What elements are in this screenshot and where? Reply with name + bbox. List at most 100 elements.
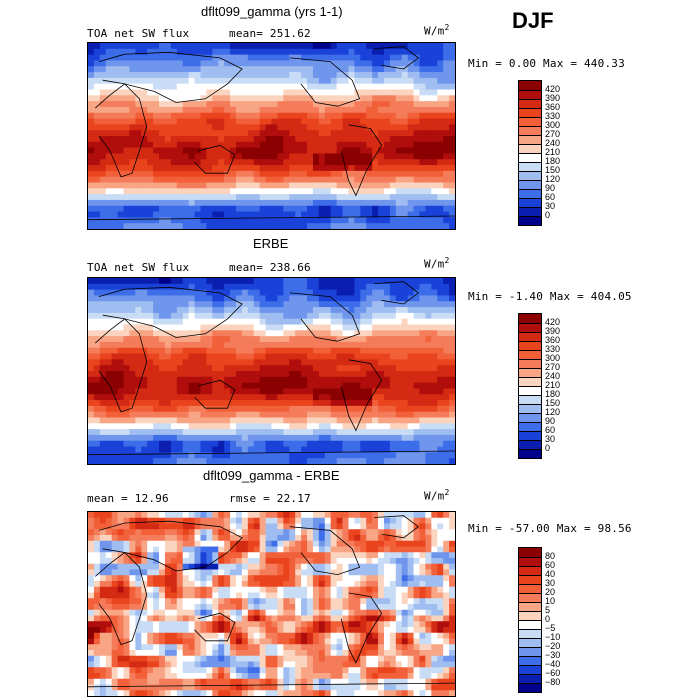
map-cell [188,400,196,407]
map-cell [93,452,101,459]
map-cell [170,434,178,442]
map-cell [247,529,255,536]
map-cell [283,517,290,525]
map-cell [378,341,385,349]
map-cell [241,371,249,378]
map-cell [153,205,160,213]
map-cell [88,341,95,349]
map-cell [283,295,290,302]
map-cell [295,54,302,62]
map-cell [259,552,267,559]
map-cell [318,365,326,372]
map-cell [348,458,355,464]
map-cell [212,48,219,56]
map-cell [449,278,455,285]
map-cell [129,434,136,442]
map-cell [383,217,391,224]
map-cell [265,417,273,424]
map-cell [224,558,231,565]
map-cell [99,546,107,553]
map-cell [407,83,415,91]
map-cell [318,336,326,343]
map-cell [378,182,385,189]
map-cell [224,217,231,224]
map-cell [431,194,438,201]
map-cell [283,95,290,102]
map-cell [366,194,373,201]
map-cell [88,188,95,195]
map-cell [247,330,255,337]
panel-1-left-label: TOA net SW flux [87,27,190,40]
map-cell [212,312,219,320]
map-cell [419,307,426,314]
colorbar-swatch [519,198,541,207]
map-cell [188,336,196,343]
map-cell [295,575,302,582]
map-cell [342,382,350,390]
map-cell [395,124,403,131]
map-cell [230,535,237,542]
map-cell [241,124,249,131]
map-cell [111,440,119,448]
map-cell [259,353,267,360]
map-cell [401,517,409,525]
map-cell [194,423,202,430]
map-cell [372,405,379,413]
map-cell [407,89,415,96]
map-cell [117,434,125,442]
map-cell [230,365,237,372]
map-cell [253,176,261,184]
map-cell [312,452,320,459]
map-cell [241,54,249,62]
map-cell [401,394,409,401]
map-cell [170,318,178,326]
map-cell [135,83,142,91]
map-cell [99,341,107,349]
map-cell [147,452,154,459]
map-cell [318,434,326,442]
map-cell [123,434,131,442]
map-cell [443,48,450,56]
continent-outline [98,286,243,338]
map-cell [372,446,379,453]
colorbar-tick-label: 90 [545,416,556,426]
map-cell [307,217,314,224]
map-cell [88,217,95,224]
map-cell [307,153,314,160]
map-cell [401,376,409,384]
map-cell [93,72,101,79]
map-cell [206,365,213,372]
map-cell [336,48,344,56]
map-cell [419,188,426,195]
map-cell [401,66,409,73]
map-cell [348,405,355,413]
map-cell [413,540,421,548]
map-cell [437,66,444,73]
map-cell [366,405,373,413]
map-cell [218,217,225,224]
map-cell [419,411,426,419]
map-cell [99,295,107,302]
map-cell [301,546,308,553]
map-cell [105,359,113,366]
map-cell [129,188,136,195]
map-cell [135,118,142,125]
map-cell [212,83,219,91]
map-cell [259,112,267,120]
map-cell [241,569,249,576]
map-cell [117,188,125,195]
map-cell [212,523,219,530]
map-cell [318,405,326,413]
map-cell [105,563,113,571]
map-cell [182,112,190,120]
map-cell [449,540,455,548]
map-cell [206,318,213,326]
map-cell [241,423,249,430]
map-cell [419,48,426,56]
map-cell [212,446,219,453]
map-cell [259,159,267,166]
map-cell [253,60,261,67]
map-cell [111,365,119,372]
map-cell [253,452,261,459]
map-cell [265,89,273,96]
